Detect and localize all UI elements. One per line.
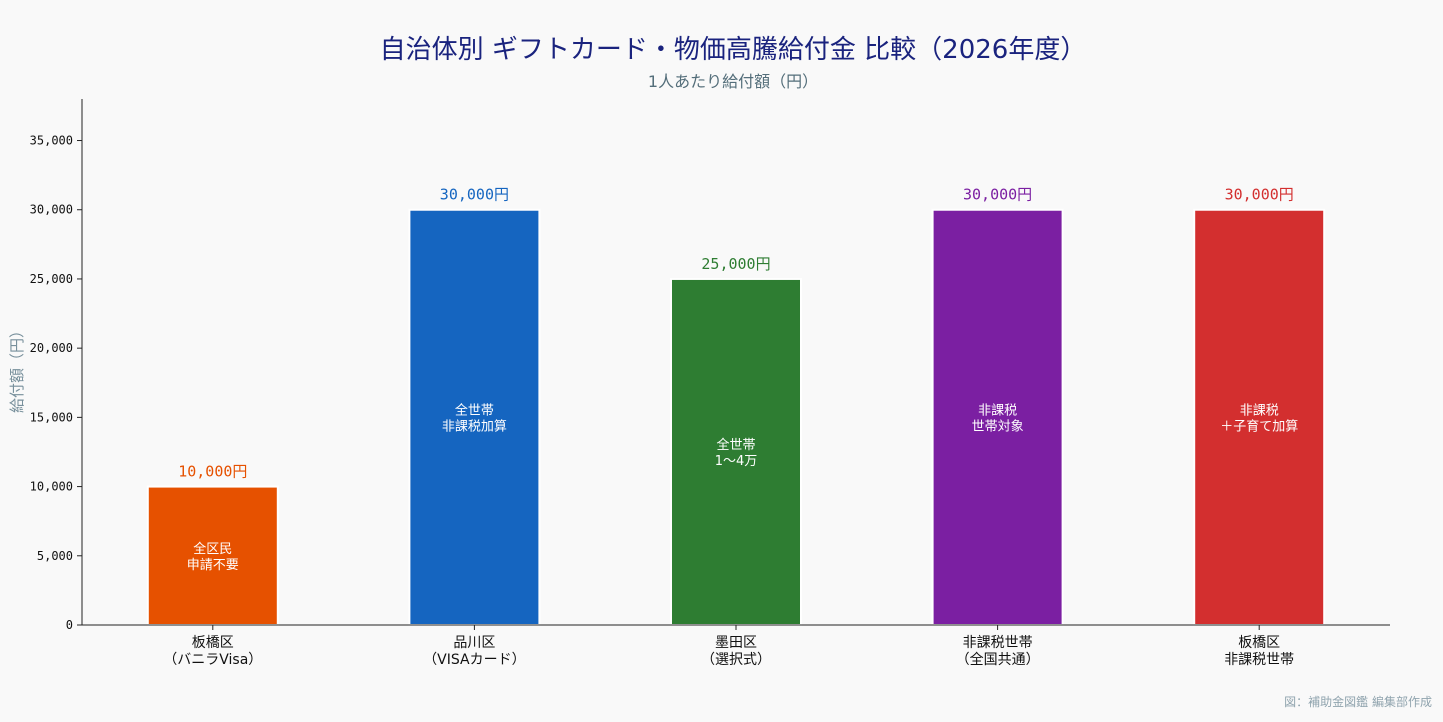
x-category-label: 板橋区 — [192, 635, 234, 651]
bar-inner-label: 全区民 — [193, 541, 232, 557]
bar — [1193, 208, 1326, 626]
x-category-label: （バニラVisa） — [163, 652, 262, 668]
y-tick-label: 35,000 — [30, 134, 73, 148]
chart-subtitle: 1人あたり給付額（円） — [648, 72, 818, 91]
bar-value-label: 10,000円 — [178, 463, 247, 481]
bar — [408, 208, 541, 626]
bar-inner-label: ＋子育て加算 — [1220, 418, 1298, 434]
y-tick-label: 20,000 — [30, 341, 73, 355]
y-tick-label: 15,000 — [30, 410, 73, 424]
bar-value-label: 30,000円 — [440, 186, 509, 204]
x-category-label: （VISAカード） — [423, 652, 525, 668]
x-axis-categories: 板橋区（バニラVisa）品川区（VISAカード）墨田区（選択式）非課税世帯（全国… — [163, 625, 1294, 668]
x-category-label: 非課税世帯 — [1224, 652, 1294, 668]
x-category-label: 非課税世帯 — [963, 635, 1033, 651]
bar-inner-label: 世帯対象 — [972, 419, 1024, 434]
data-labels: 10,000円全区民申請不要30,000円全世帯非課税加算25,000円全世帯1… — [178, 186, 1298, 573]
bars — [146, 208, 1326, 626]
y-tick-label: 30,000 — [30, 203, 73, 217]
y-axis-ticks: 0 5,000 10,000 15,000 20,000 25,000 30,000 35,0… — [30, 134, 82, 632]
x-category-label: 墨田区 — [715, 635, 757, 651]
y-tick-label: 25,000 — [30, 272, 73, 286]
chart-title: 自治体別 ギフトカード・物価高騰給付金 比較（2026年度） — [380, 35, 1087, 65]
y-tick-label: 0 — [66, 618, 73, 632]
bar-value-label: 30,000円 — [1225, 186, 1294, 204]
y-tick-label: 10,000 — [30, 480, 73, 494]
bar-inner-label: 全世帯 — [455, 402, 494, 418]
bar — [931, 208, 1064, 626]
bar-inner-label: 非課税 — [1240, 402, 1279, 418]
bar-inner-label: 非課税加算 — [442, 418, 507, 434]
credit-text: 図：補助金図鑑 編集部作成 — [1284, 694, 1432, 709]
bar-inner-label: 非課税 — [978, 402, 1017, 418]
x-category-label: 板橋区 — [1238, 635, 1280, 651]
bar-value-label: 30,000円 — [963, 186, 1032, 204]
x-category-label: （全国共通） — [956, 651, 1040, 668]
y-axis-label: 給付額（円） — [8, 323, 26, 413]
bar-inner-label: 1〜4万 — [715, 454, 758, 469]
bar-inner-label: 申請不要 — [187, 558, 239, 573]
bar-inner-label: 全世帯 — [716, 437, 755, 453]
bar-value-label: 25,000円 — [701, 255, 770, 273]
x-category-label: 品川区 — [453, 635, 495, 651]
bar — [670, 277, 802, 626]
y-tick-label: 5,000 — [37, 549, 73, 563]
x-category-label: （選択式） — [701, 652, 771, 668]
bar — [146, 485, 279, 626]
